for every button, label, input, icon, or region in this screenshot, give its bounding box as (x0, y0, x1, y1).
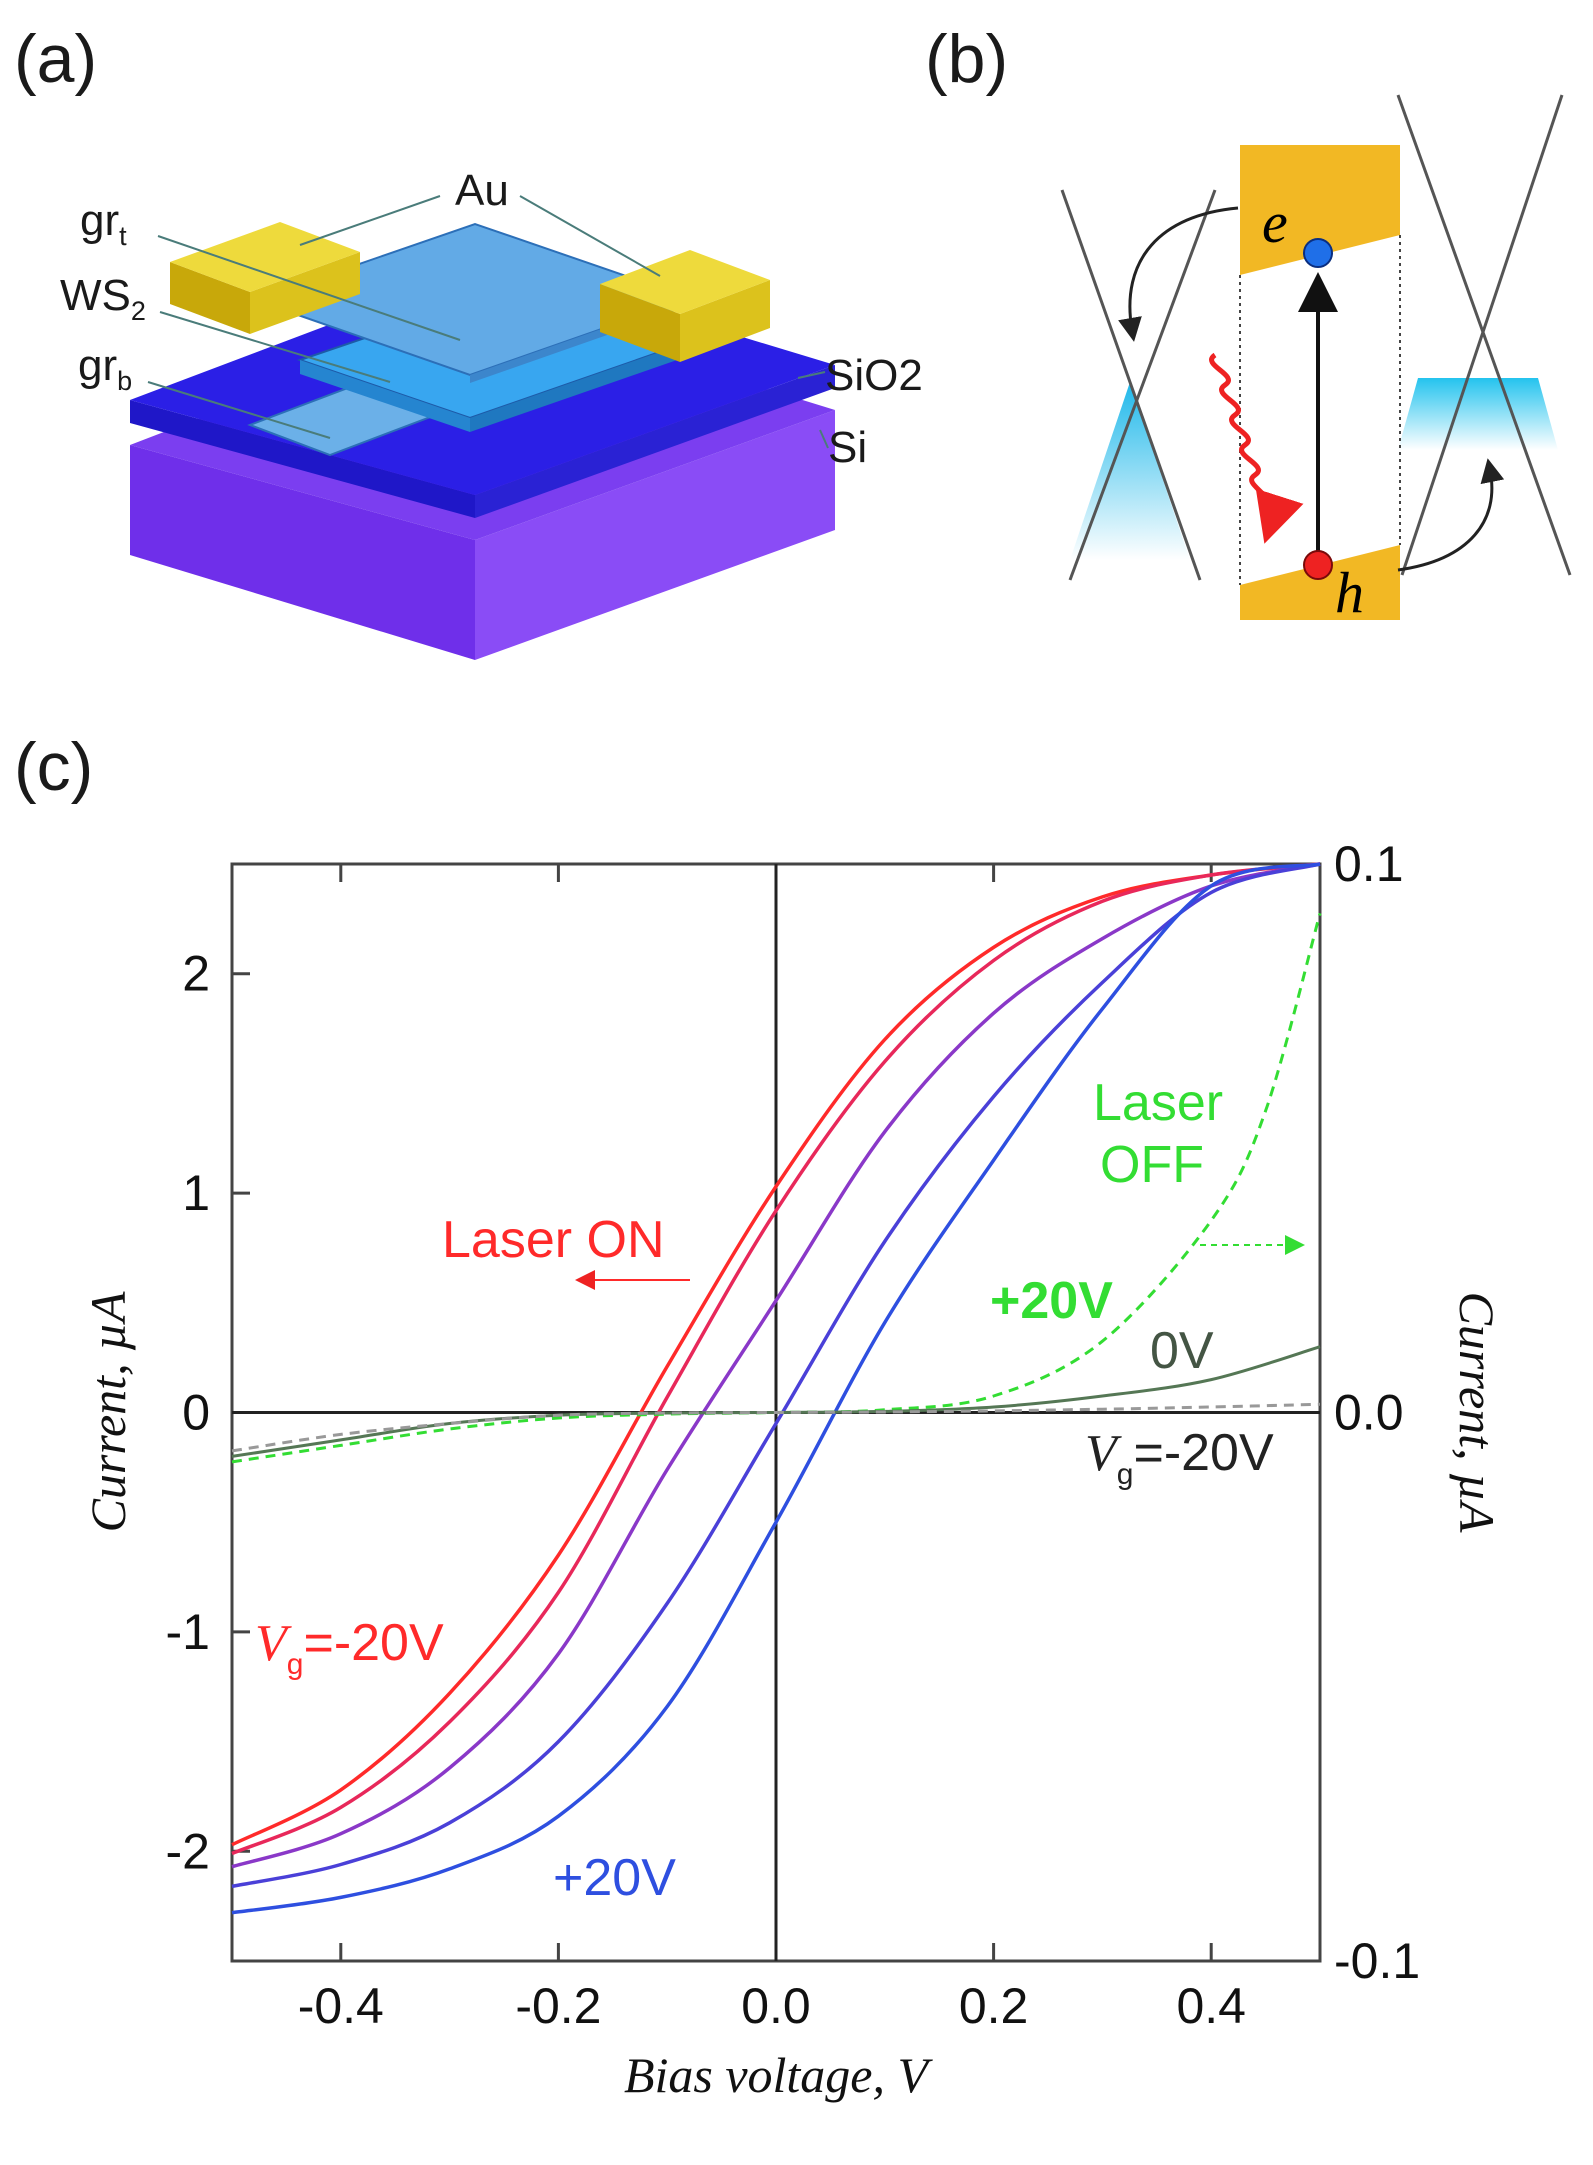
y2-tick-label: -0.1 (1334, 1933, 1420, 1989)
right-dirac-cone (1396, 94, 1572, 576)
series-line-laser-on-4 (231, 862, 1321, 1915)
label-gr-b: grb (78, 341, 132, 396)
annotation-laser-off-2: OFF (1100, 1136, 1204, 1194)
annotation-off-0v: 0V (1150, 1322, 1214, 1380)
leader-lines (147, 195, 829, 449)
annotation-on-plus20: +20V (553, 1849, 676, 1907)
au-contact-left (170, 222, 360, 334)
y2-tick-label: 0.1 (1334, 836, 1404, 892)
panel-b-label: (b) (925, 21, 1008, 97)
y-tick-label: 0 (182, 1385, 210, 1441)
y-axis-ticks: -2 -1 0 1 2 (166, 946, 250, 1879)
electron-label: e (1262, 190, 1288, 255)
label-ws2: WS2 (60, 271, 146, 326)
x-axis-ticks: -0.4 -0.2 0.0 0.2 0.4 (298, 864, 1246, 2034)
photon-arrow (1209, 352, 1304, 544)
y-tick-label: 1 (182, 1165, 210, 1221)
panel-c: (c) -0.4 -0.2 0.0 0.2 0.4 -2 -1 0 1 2 -0.1 0.0 0.1… (14, 729, 1505, 2103)
annotation-off-plus20: +20V (990, 1272, 1113, 1330)
x-tick-label: 0.2 (959, 1978, 1029, 2034)
hole-dot (1303, 550, 1333, 580)
electron-dot (1303, 238, 1333, 268)
annotation-on-vg: Vg=-20V (255, 1614, 444, 1681)
label-sio2: SiO2 (825, 351, 923, 400)
hole-transfer-arrow (1397, 458, 1505, 572)
series-line-laser-on-3 (231, 862, 1321, 1889)
series-line-laser-on-1 (231, 862, 1321, 1856)
x-axis-title: Bias voltage, V (624, 2047, 934, 2103)
panel-a: (a) (14, 21, 923, 660)
y2-axis-title: Current, µA (1449, 1292, 1505, 1533)
y-tick-label: -1 (166, 1604, 210, 1660)
left-dirac-cone (1060, 189, 1217, 581)
series-line-laser-off-7 (231, 1402, 1321, 1453)
series-group (231, 862, 1322, 1915)
series-line-laser-on-2 (231, 862, 1321, 1869)
hole-label: h (1335, 560, 1364, 625)
series-line-laser-on-0 (231, 862, 1321, 1847)
label-au: Au (455, 166, 509, 215)
annotation-laser-off-1: Laser (1093, 1074, 1223, 1132)
label-gr-t: grt (80, 196, 127, 251)
electron-transfer-arrow (1118, 206, 1239, 342)
annotation-laser-on: Laser ON (442, 1211, 665, 1269)
x-tick-label: 0.4 (1176, 1978, 1246, 2034)
y-tick-label: 2 (182, 946, 210, 1002)
ws2-bands (1239, 145, 1401, 620)
x-tick-label: 0.0 (741, 1978, 811, 2034)
label-si: Si (828, 423, 867, 472)
x-tick-label: -0.4 (298, 1978, 384, 2034)
au-contact-right (600, 250, 770, 362)
y2-axis-ticks: -0.1 0.0 0.1 (1302, 836, 1420, 1989)
panel-c-label: (c) (14, 729, 93, 805)
panel-a-label: (a) (14, 21, 97, 97)
y-axis-title: Current, µA (80, 1291, 136, 1532)
x-tick-label: -0.2 (515, 1978, 601, 2034)
annotation-off-vg: Vg=-20V (1085, 1424, 1274, 1491)
y2-tick-label: 0.0 (1334, 1385, 1404, 1441)
panel-b: (b) e h (925, 21, 1572, 625)
y-tick-label: -2 (166, 1823, 210, 1879)
